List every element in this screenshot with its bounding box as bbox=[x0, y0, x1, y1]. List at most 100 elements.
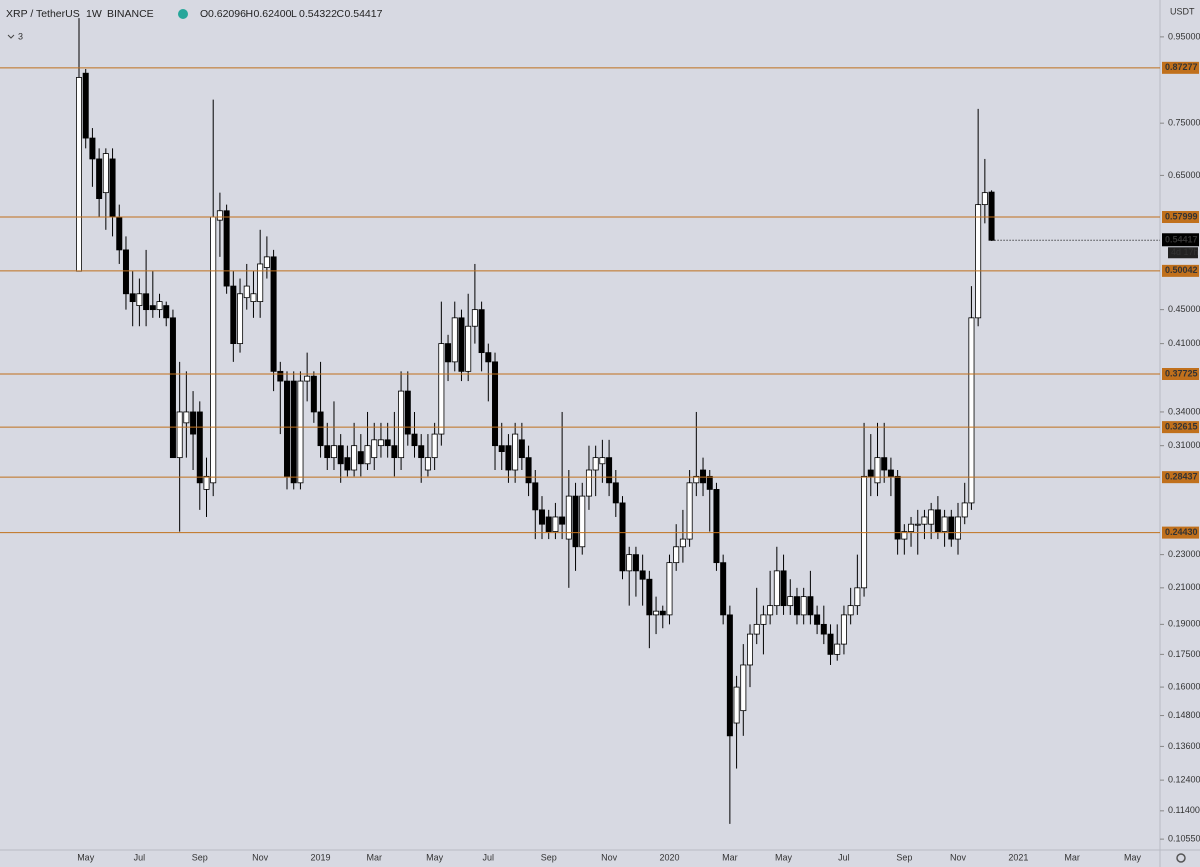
candle-body bbox=[371, 439, 378, 459]
candle-body bbox=[606, 457, 613, 484]
candle-body bbox=[284, 380, 291, 477]
countdown: 4d 17h bbox=[1171, 247, 1199, 257]
candle-body bbox=[498, 445, 505, 453]
x-tick-label: May bbox=[775, 852, 793, 862]
candle-body bbox=[874, 457, 881, 484]
candle-body bbox=[310, 375, 317, 413]
candle-body bbox=[525, 457, 532, 484]
x-tick-label: 2021 bbox=[1008, 852, 1028, 862]
ohlc-value: 0.62096 bbox=[208, 8, 246, 20]
candle-body bbox=[337, 445, 344, 465]
status-icon[interactable] bbox=[178, 9, 188, 19]
candle-body bbox=[351, 445, 358, 471]
candle-body bbox=[149, 305, 156, 311]
candle-body bbox=[492, 361, 499, 447]
y-tick-label: 0.31000 bbox=[1168, 440, 1200, 450]
candle-body bbox=[827, 633, 834, 655]
level-label: 0.87277 bbox=[1165, 62, 1198, 72]
x-tick-label: Nov bbox=[601, 852, 618, 862]
candle-body bbox=[867, 469, 874, 477]
y-tick-label: 0.65000 bbox=[1168, 170, 1200, 180]
candle-body bbox=[377, 439, 384, 447]
ohlc-value: 0.54417 bbox=[345, 8, 383, 20]
candle-body bbox=[552, 516, 559, 532]
current-price: 0.54417 bbox=[1165, 235, 1198, 245]
y-tick-label: 0.13600 bbox=[1168, 741, 1200, 751]
settings-icon[interactable] bbox=[1176, 853, 1186, 863]
candle-body bbox=[921, 516, 928, 525]
candle-body bbox=[478, 309, 485, 354]
level-label: 0.28437 bbox=[1165, 472, 1198, 482]
candle-body bbox=[458, 317, 465, 372]
candle-body bbox=[653, 610, 660, 616]
candle-body bbox=[901, 531, 908, 540]
level-label-box bbox=[1162, 211, 1199, 224]
candle-body bbox=[485, 352, 492, 363]
candle-body bbox=[156, 301, 163, 311]
candle-body bbox=[243, 285, 250, 299]
candle-body bbox=[639, 570, 646, 580]
x-tick-label: 2020 bbox=[659, 852, 679, 862]
candle-body bbox=[102, 153, 109, 194]
candle-body bbox=[753, 623, 760, 635]
level-label: 0.37725 bbox=[1165, 368, 1198, 378]
y-tick-label: 0.19000 bbox=[1168, 619, 1200, 629]
y-tick-label: 0.41000 bbox=[1168, 338, 1200, 348]
x-tick-label: May bbox=[77, 852, 95, 862]
y-tick-label: 0.16000 bbox=[1168, 681, 1200, 691]
x-tick-label: May bbox=[426, 852, 444, 862]
interval[interactable]: 1W bbox=[86, 8, 102, 20]
candle-body bbox=[290, 380, 297, 484]
candle-body bbox=[713, 488, 720, 564]
collapse-chevron[interactable] bbox=[7, 34, 15, 39]
candle-body bbox=[834, 643, 841, 655]
candle-body bbox=[740, 664, 747, 712]
price-box bbox=[1162, 233, 1199, 247]
candle-body bbox=[223, 210, 230, 287]
candle-body bbox=[934, 509, 941, 532]
candle-body bbox=[250, 293, 257, 303]
x-tick-label: Sep bbox=[541, 852, 557, 862]
candle-body bbox=[451, 317, 458, 363]
candle-body bbox=[196, 411, 203, 484]
candle-body bbox=[263, 256, 270, 268]
y-tick-label: 0.14800 bbox=[1168, 710, 1200, 720]
candle-body bbox=[109, 158, 116, 218]
candle-body bbox=[163, 305, 170, 319]
candle-body bbox=[706, 475, 713, 490]
ohlc-key: L bbox=[291, 8, 297, 20]
x-tick-label: May bbox=[1124, 852, 1142, 862]
candle-body bbox=[317, 411, 324, 447]
candle-body bbox=[330, 445, 337, 459]
candle-body bbox=[230, 285, 237, 345]
level-label: 0.24430 bbox=[1165, 527, 1198, 537]
candle-body bbox=[592, 457, 599, 471]
candle-body bbox=[626, 554, 633, 572]
y-tick-label: 0.12400 bbox=[1168, 775, 1200, 785]
candle-body bbox=[659, 610, 666, 616]
x-tick-label: Nov bbox=[252, 852, 269, 862]
candle-body bbox=[96, 158, 103, 199]
candle-body bbox=[237, 293, 244, 345]
candle-body bbox=[89, 137, 96, 160]
candle-body bbox=[894, 475, 901, 540]
ohlc-key: H bbox=[246, 8, 254, 20]
symbol[interactable]: XRP / TetherUS bbox=[6, 8, 80, 20]
candle-body bbox=[767, 605, 774, 616]
candle-body bbox=[840, 614, 847, 645]
candle-body bbox=[720, 562, 727, 616]
candle-body bbox=[800, 596, 807, 616]
candle-body bbox=[471, 309, 478, 327]
candle-body bbox=[585, 469, 592, 497]
candle-body bbox=[404, 390, 411, 435]
level-label-box bbox=[1162, 526, 1199, 539]
candle-body bbox=[981, 192, 988, 206]
candle-body bbox=[465, 325, 472, 372]
indicator-count[interactable]: 3 bbox=[18, 31, 23, 41]
candle-body bbox=[538, 509, 545, 525]
candle-body bbox=[887, 469, 894, 477]
candle-body bbox=[82, 72, 89, 139]
candle-body bbox=[143, 293, 150, 311]
candle-body bbox=[216, 210, 223, 221]
